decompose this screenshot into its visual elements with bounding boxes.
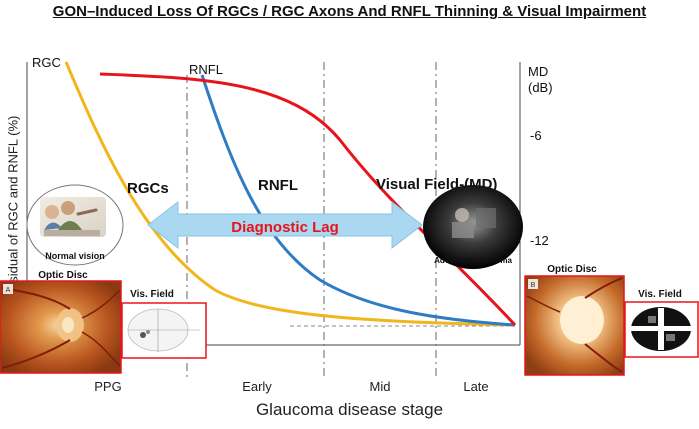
- x-axis-label: Glaucoma disease stage: [255, 400, 444, 419]
- stage-label-mid: Mid: [370, 379, 391, 394]
- diagnostic-lag-arrow: [147, 200, 423, 250]
- rnfl-label: RNFL: [258, 177, 298, 194]
- stage-label-ppg: PPG: [94, 379, 121, 394]
- md-axis-label-line2: (dB): [528, 80, 553, 95]
- stage-label-early: Early: [242, 379, 272, 394]
- figure-title: GON–Induced Loss Of RGCs / RGC Axons And…: [52, 3, 647, 20]
- rnfl-curve: [200, 74, 516, 327]
- rgcs-label: RGCs: [127, 180, 169, 197]
- normal-vision-image: [26, 184, 124, 266]
- md-tick-12: -12: [530, 233, 549, 248]
- rnfl-tag: RNFL: [189, 62, 223, 77]
- left-vis-field-label: Vis. Field: [130, 289, 174, 300]
- normal-vision-caption: Normal vision: [45, 251, 105, 261]
- left-panel-badge: A: [6, 287, 11, 294]
- md-axis-label-line1: MD: [528, 64, 548, 79]
- rgc-tag: RGC: [32, 55, 61, 70]
- left-vis-field-image: [121, 302, 207, 359]
- rgc-curve: [64, 61, 516, 327]
- right-panel-badge: B: [531, 282, 536, 289]
- right-vis-field-label: Vis. Field: [638, 289, 682, 300]
- md-tick-6: -6: [530, 128, 542, 143]
- right-vis-field-image: [624, 301, 699, 358]
- left-optic-disc-image: [0, 280, 122, 374]
- advanced-glaucoma-caption: Advanced glaucoma: [434, 256, 512, 265]
- advanced-glaucoma-image: [423, 185, 523, 269]
- stage-label-late: Late: [463, 379, 488, 394]
- diagnostic-lag-label: Diagnostic Lag: [231, 219, 339, 236]
- right-optic-disc-image: [524, 275, 625, 376]
- left-optic-disc-label: Optic Disc: [38, 270, 88, 281]
- right-optic-disc-label: Optic Disc: [547, 264, 597, 275]
